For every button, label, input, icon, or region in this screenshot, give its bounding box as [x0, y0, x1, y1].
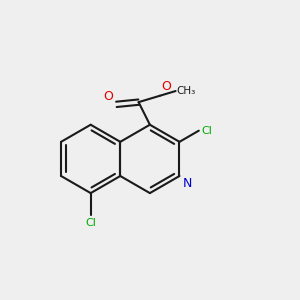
Text: Cl: Cl — [201, 126, 212, 136]
Text: N: N — [182, 177, 192, 190]
Text: O: O — [103, 90, 113, 103]
Text: O: O — [161, 80, 171, 93]
Text: Cl: Cl — [85, 218, 96, 228]
Text: CH₃: CH₃ — [176, 86, 196, 96]
